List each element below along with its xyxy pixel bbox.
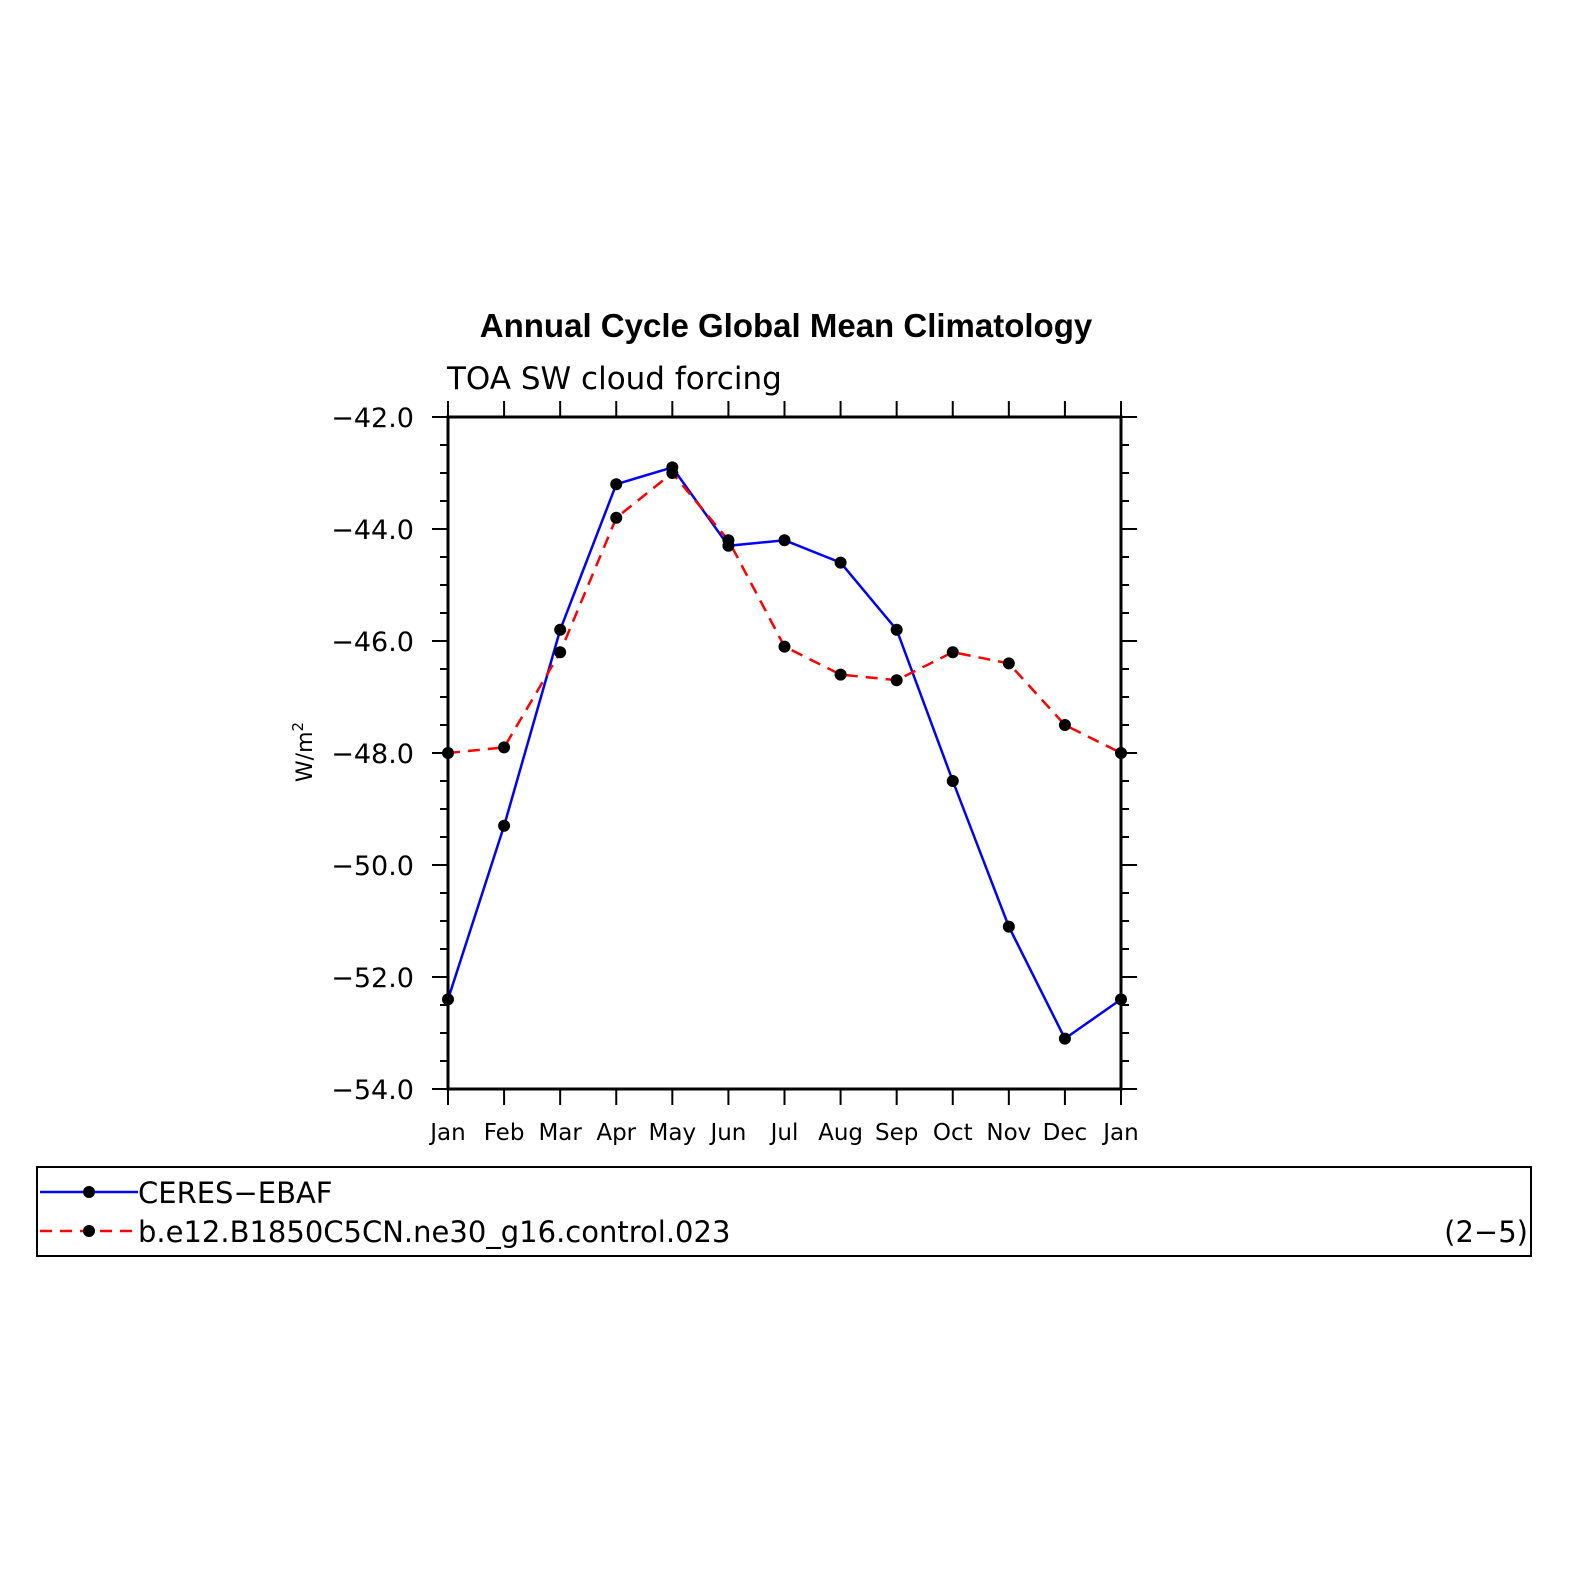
series-0-point	[946, 775, 959, 787]
x-tick-label: Oct	[933, 1120, 973, 1146]
series-0-point	[610, 478, 623, 491]
y-tick-label: −44.0	[331, 515, 414, 546]
y-tick-label: −50.0	[331, 851, 414, 882]
series-0-point	[554, 623, 567, 636]
x-tick-label: Nov	[986, 1120, 1031, 1146]
legend-marker-ceres	[83, 1186, 95, 1198]
legend: CERES−EBAF b.e12.B1850C5CN.ne30_g16.cont…	[36, 1166, 1532, 1257]
series-markers	[442, 461, 1127, 1045]
y-tick-label: −46.0	[331, 627, 414, 658]
x-tick-label: Aug	[818, 1120, 863, 1146]
series-1-point	[890, 674, 903, 687]
chart-subtitle: TOA SW cloud forcing	[446, 361, 782, 397]
series-1-point	[1002, 657, 1015, 670]
series-1-point	[666, 467, 679, 479]
x-tick-label: Jul	[769, 1120, 799, 1146]
series-1-point	[722, 534, 735, 547]
series-0-point	[890, 623, 903, 636]
series-1-point	[834, 668, 847, 681]
series-line-0	[446, 466, 1122, 1040]
series-0-point	[1002, 920, 1015, 933]
axis-ticks	[432, 401, 1137, 1105]
series-1-point	[610, 511, 623, 524]
series-lines	[446, 466, 1122, 1040]
panel-label: (2−5)	[1444, 1215, 1528, 1249]
series-1-point	[498, 741, 511, 754]
x-tick-label: Apr	[596, 1120, 636, 1146]
series-1-point	[778, 640, 791, 653]
x-tick-label: Jun	[708, 1120, 746, 1146]
chart-title: Annual Cycle Global Mean Climatology	[480, 307, 1093, 344]
legend-label-ceres: CERES−EBAF	[138, 1176, 333, 1210]
x-tick-labels: Jan Feb Mar Apr May Jun Jul Aug Sep Oct Nov Dec Jan	[428, 1120, 1138, 1146]
x-tick-label: Sep	[875, 1120, 918, 1146]
x-tick-label: Jan	[428, 1120, 465, 1146]
plot-frame	[446, 415, 1123, 1091]
series-1-point	[554, 646, 567, 659]
y-tick-label: −54.0	[331, 1075, 414, 1106]
legend-marker-model	[83, 1225, 95, 1237]
y-tick-label: −52.0	[331, 963, 414, 994]
y-tick-label: −48.0	[331, 739, 414, 770]
series-0-point	[1058, 1032, 1071, 1045]
x-tick-label: Jan	[1101, 1120, 1138, 1146]
series-0-point	[498, 819, 511, 832]
y-axis-label: W/m2	[289, 722, 318, 782]
legend-box	[36, 1166, 1532, 1257]
series-0-point	[834, 556, 847, 569]
series-1-point	[1058, 719, 1071, 731]
series-0-point	[778, 534, 791, 547]
x-tick-label: Mar	[538, 1120, 582, 1146]
series-1-point	[946, 646, 959, 659]
y-tick-labels: −42.0 −44.0 −46.0 −48.0 −50.0 −52.0 −54.0	[331, 403, 414, 1106]
legend-label-model: b.e12.B1850C5CN.ne30_g16.control.023	[138, 1215, 730, 1249]
y-tick-label: −42.0	[331, 403, 414, 434]
series-line-1	[447, 471, 1122, 755]
x-tick-label: May	[649, 1120, 697, 1146]
x-tick-label: Dec	[1043, 1120, 1088, 1146]
x-tick-label: Feb	[484, 1120, 525, 1146]
